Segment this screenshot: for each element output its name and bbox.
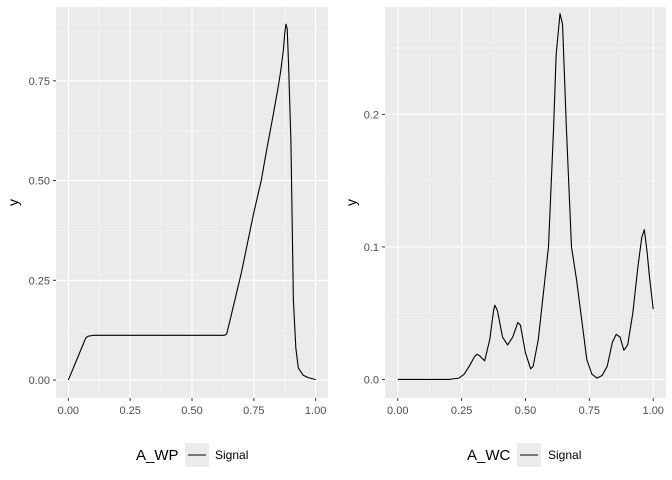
x-tick-label: 0.25 — [451, 405, 472, 417]
y-axis-title: y — [5, 199, 21, 206]
series-line-signal — [67, 23, 316, 381]
y-tick-label: 0.0 — [364, 374, 379, 386]
legend-title: A_WC — [467, 447, 511, 464]
y-tick-label: 0.00 — [29, 375, 50, 387]
x-tick-label: 0.00 — [387, 405, 408, 417]
x-tick-label: 0.75 — [579, 405, 600, 417]
legend-title: A_WP — [136, 447, 179, 464]
series-line-signal — [397, 13, 654, 380]
y-axis-title: y — [343, 199, 359, 206]
x-tick-label: 1.00 — [305, 405, 326, 417]
left-chart: 0.00 0.25 0.50 0.75 1.00 0.00 0.25 0.50 0.75 y A_W… — [5, 7, 328, 467]
y-tick-label: 0.25 — [29, 275, 50, 287]
y-tick-label: 0.1 — [364, 242, 379, 254]
y-tick-label: 0.2 — [364, 109, 379, 121]
y-tick-label: 0.75 — [29, 76, 50, 88]
x-tick-label: 0.50 — [515, 405, 536, 417]
legend-label: Signal — [215, 448, 248, 462]
right-chart: 0.00 0.25 0.50 0.75 1.00 0.0 0.1 0.2 y A_WC Signal — [343, 7, 666, 467]
x-tick-label: 0.25 — [119, 405, 140, 417]
x-tick-label: 0.50 — [181, 405, 202, 417]
legend-label: Signal — [548, 448, 581, 462]
x-tick-label: 0.00 — [58, 405, 79, 417]
x-tick-label: 1.00 — [643, 405, 664, 417]
y-tick-label: 0.50 — [29, 176, 50, 188]
x-tick-label: 0.75 — [243, 405, 264, 417]
